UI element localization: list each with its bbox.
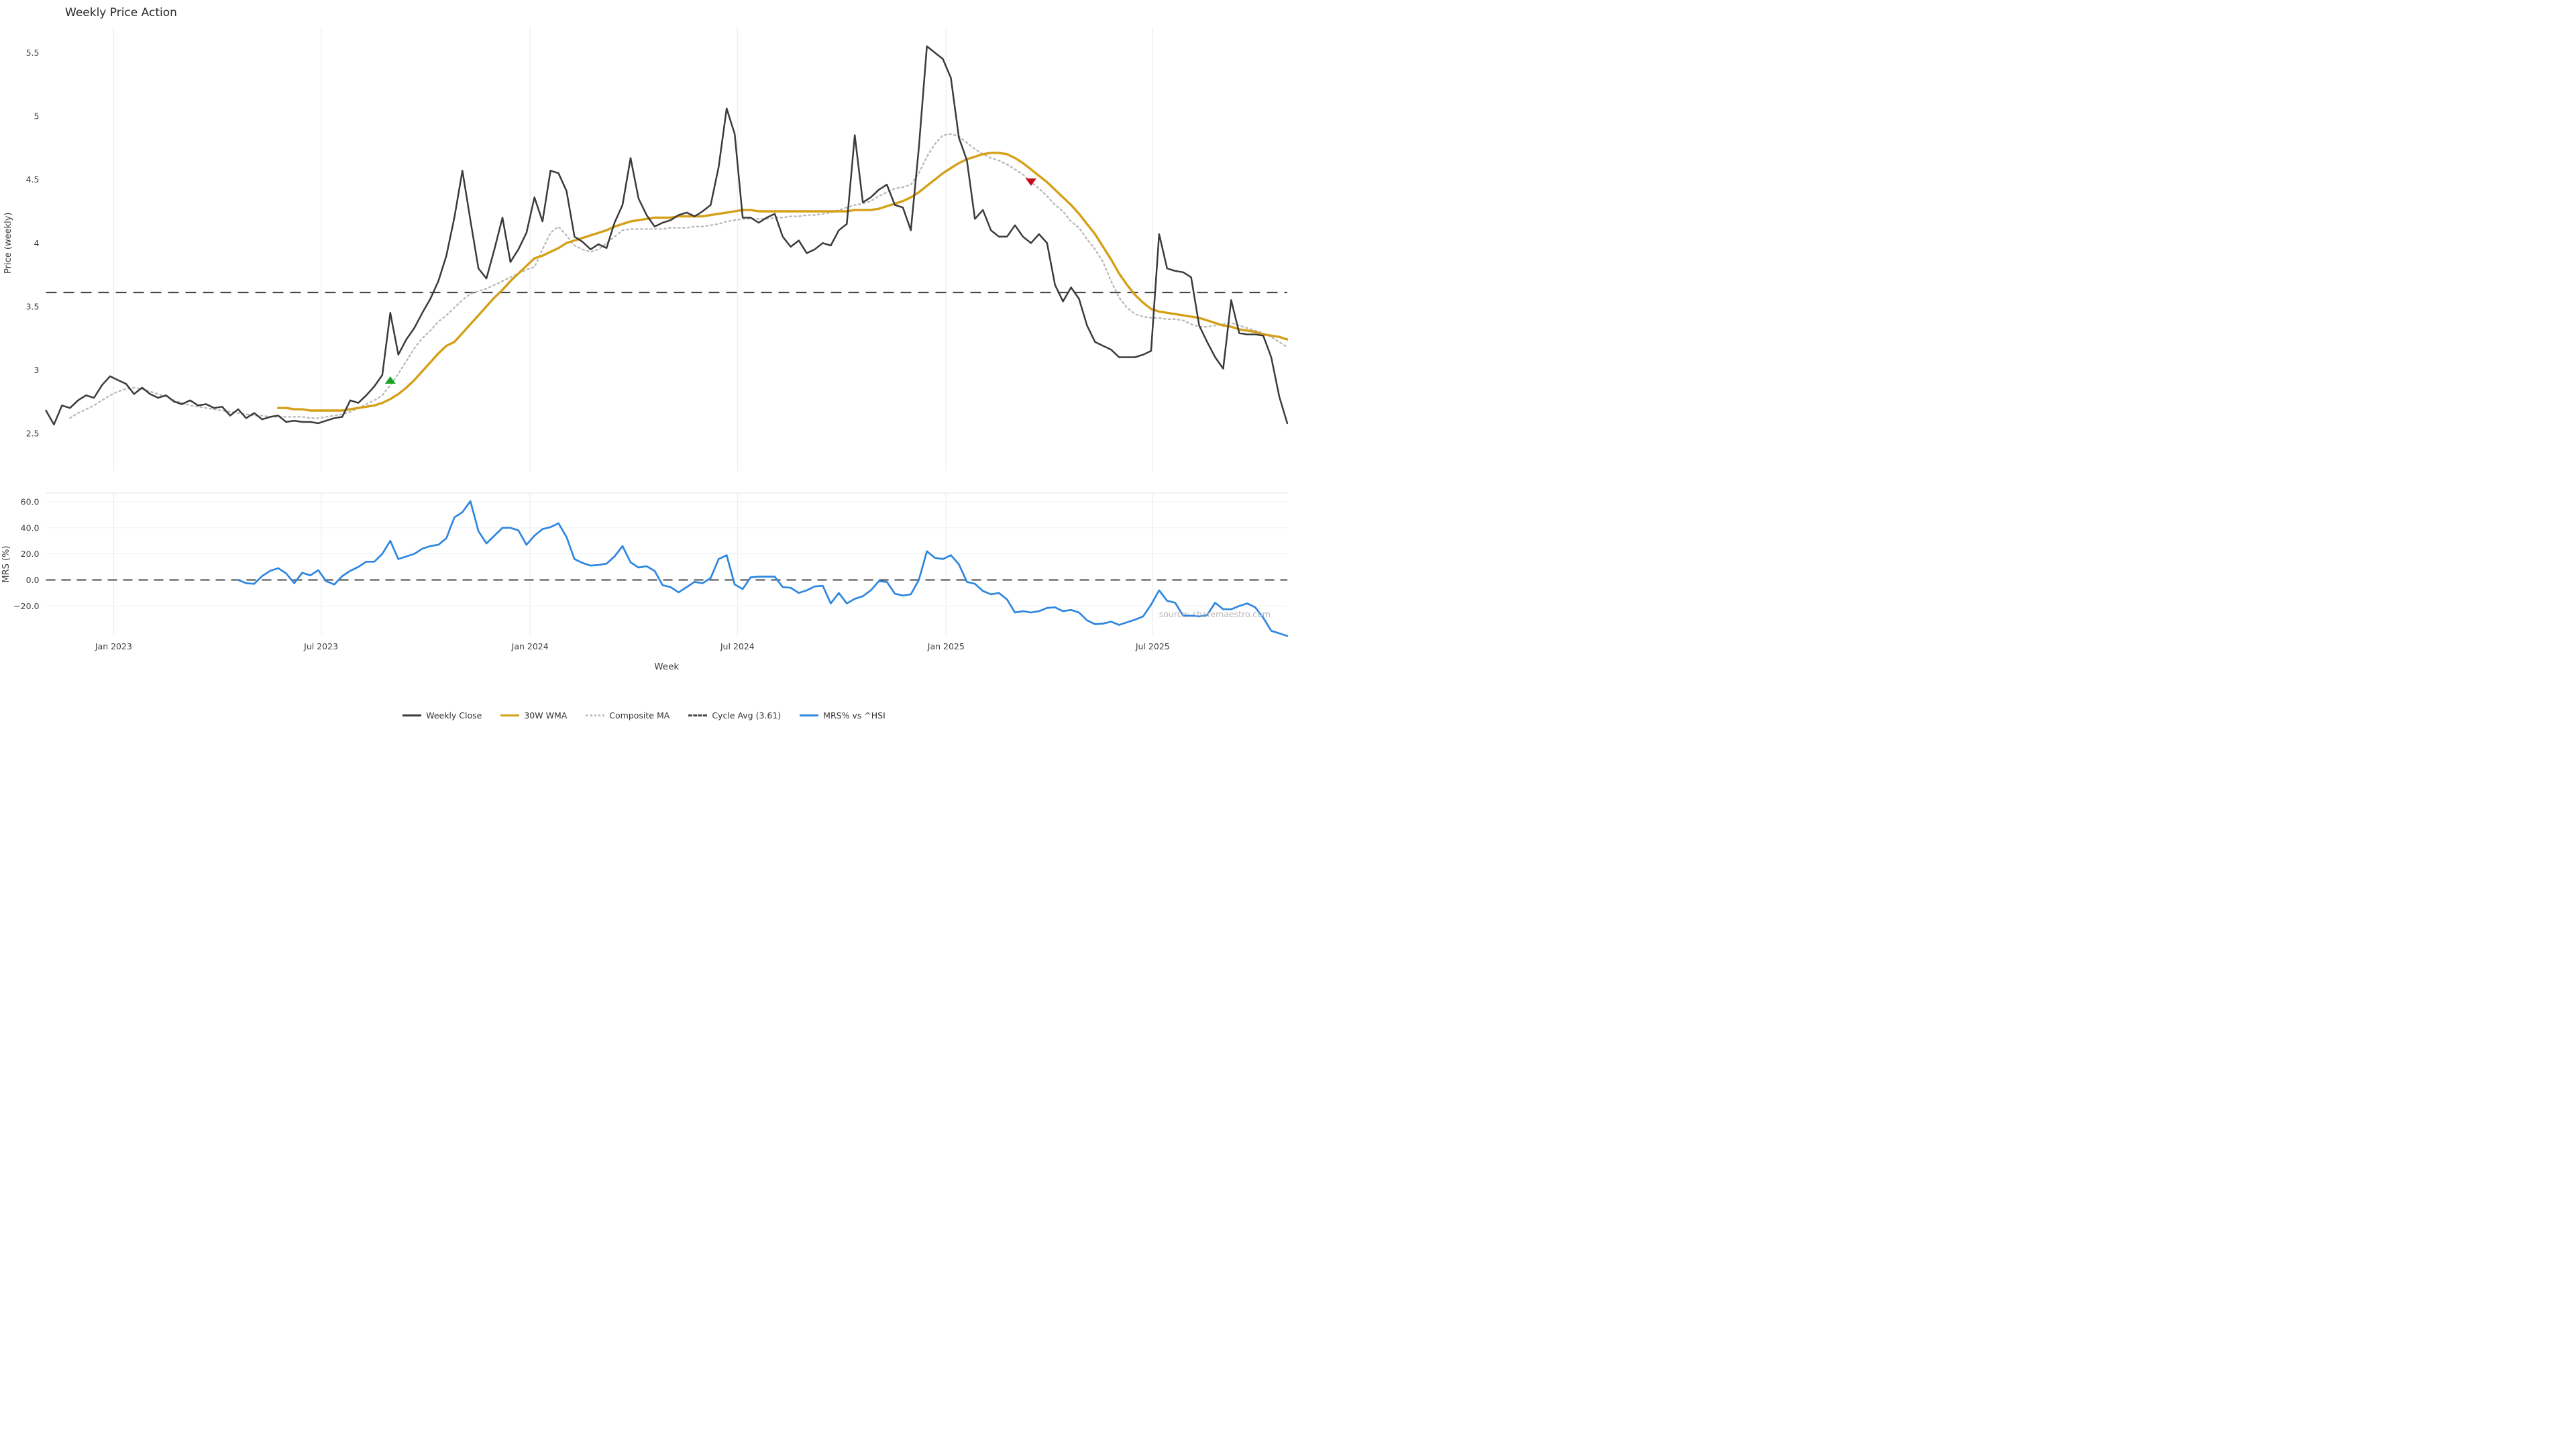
mrs-tick-label: 40.0 [21, 523, 40, 533]
price-mrs-chart: Jan 2023 Jul 2023 Jan 2024 Jul 2024 Jan 2025… [1, 27, 1288, 672]
price-tick-label: 4 [34, 238, 40, 248]
price-axis-title: Price (weekly) [3, 213, 13, 274]
legend-item-cycle-avg-3-61: Cycle Avg (3.61) [688, 710, 781, 720]
mrs-line [237, 500, 1288, 637]
legend-swatch [586, 714, 605, 716]
x-tick-label: Jul 2023 [303, 641, 338, 651]
week-axis-title: Week [654, 661, 679, 672]
legend-label: 30W WMA [524, 710, 568, 720]
legend-label: MRS% vs ^HSI [823, 710, 885, 720]
chart-legend: Weekly Close 30W WMA Composite MA Cycle Avg… [0, 710, 1288, 720]
legend-label: Cycle Avg (3.61) [712, 710, 782, 720]
chart-title: Weekly Price Action [65, 6, 177, 19]
legend-swatch [402, 714, 422, 716]
mrs-axis-title: MRS (%) [1, 545, 11, 582]
price-tick-label: 5.5 [26, 48, 40, 58]
price-tick-label: 4.5 [26, 174, 40, 184]
x-tick-label: Jan 2023 [95, 641, 132, 651]
legend-item-mrs-vs-hsi: MRS% vs ^HSI [800, 710, 885, 720]
legend-swatch [800, 714, 819, 716]
watermark: source: sharemaestro.com [1159, 609, 1271, 619]
legend-item-30w-wma: 30W WMA [500, 710, 567, 720]
x-tick-label: Jul 2024 [720, 641, 755, 651]
mrs-tick-label: 60.0 [21, 496, 40, 506]
legend-label: Weekly Close [426, 710, 482, 720]
wma-30w-line [277, 152, 1288, 412]
x-tick-label: Jan 2025 [927, 641, 965, 651]
x-tick-label: Jan 2024 [511, 641, 549, 651]
chart-canvas: Weekly Price Action Jan 2023 Jul 2023 Jan … [0, 0, 1288, 724]
price-tick-label: 3 [34, 365, 40, 375]
price-tick-label: 3.5 [26, 301, 40, 311]
weekly-close-line [45, 45, 1288, 426]
price-tick-label: 2.5 [26, 429, 40, 439]
legend-label: Composite MA [609, 710, 670, 720]
mrs-tick-label: −20.0 [13, 601, 39, 611]
x-tick-label: Jul 2025 [1135, 641, 1170, 651]
legend-swatch [688, 714, 708, 716]
mrs-tick-label: 20.0 [21, 549, 40, 559]
legend-swatch [500, 714, 520, 716]
legend-item-composite-ma: Composite MA [586, 710, 669, 720]
mrs-tick-label: 0.0 [26, 575, 40, 585]
sell-signal-marker [1025, 178, 1036, 186]
price-tick-label: 5 [34, 111, 40, 121]
composite-ma-line [69, 133, 1288, 419]
buy-signal-marker [384, 376, 396, 384]
legend-item-weekly-close: Weekly Close [402, 710, 482, 720]
